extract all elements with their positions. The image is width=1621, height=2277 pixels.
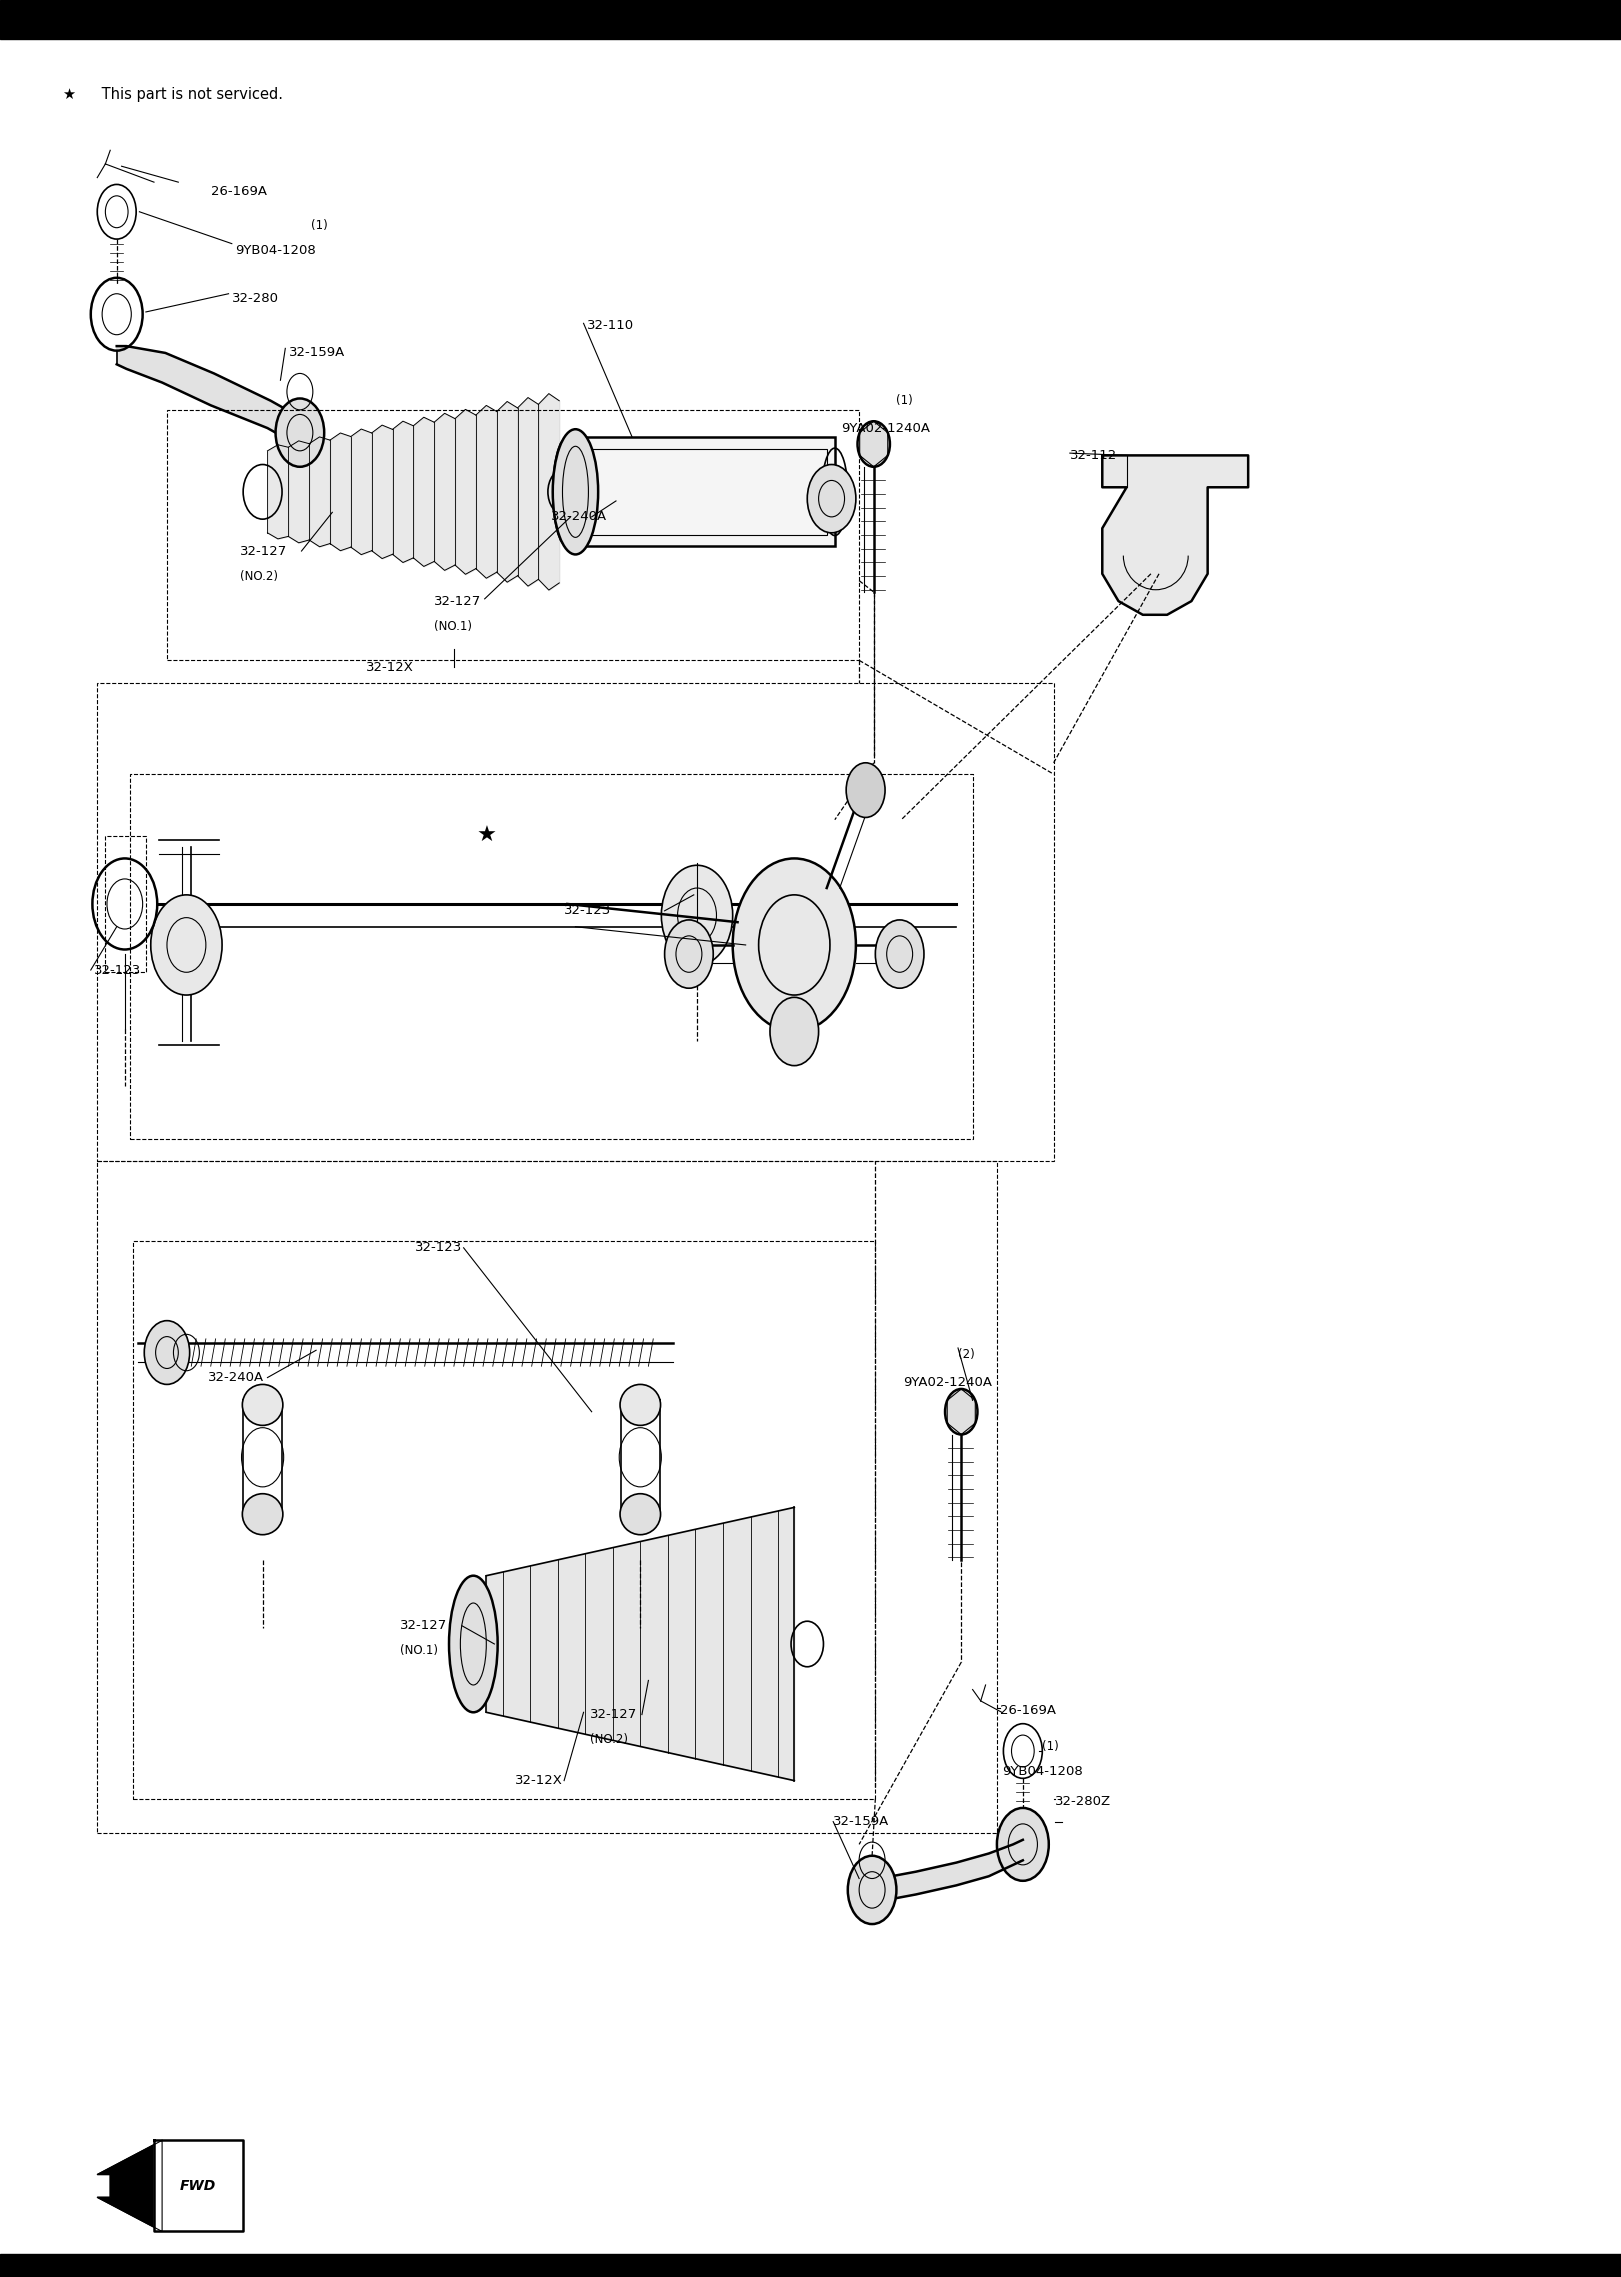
- Bar: [575, 449, 827, 535]
- Circle shape: [807, 465, 856, 533]
- Text: 32-240A: 32-240A: [551, 510, 608, 524]
- Text: 32-110: 32-110: [587, 319, 634, 332]
- Text: (NO.1): (NO.1): [400, 1644, 438, 1658]
- Ellipse shape: [619, 1384, 661, 1425]
- Text: (1): (1): [1042, 1740, 1059, 1753]
- Bar: [97, 683, 1054, 1161]
- Bar: [105, 836, 146, 972]
- Text: 32-159A: 32-159A: [289, 346, 345, 360]
- Bar: [0, 2254, 1621, 2277]
- Text: (NO.2): (NO.2): [590, 1733, 627, 1746]
- Circle shape: [848, 1856, 896, 1924]
- Ellipse shape: [449, 1576, 498, 1712]
- Text: 32-123: 32-123: [94, 963, 141, 977]
- Text: 32-12X: 32-12X: [515, 1774, 564, 1787]
- Bar: [133, 1241, 875, 1799]
- Text: 32-123: 32-123: [564, 904, 611, 918]
- Circle shape: [733, 858, 856, 1031]
- Text: (2): (2): [958, 1348, 974, 1362]
- Text: 9YB04-1208: 9YB04-1208: [1002, 1765, 1083, 1778]
- Circle shape: [997, 1808, 1049, 1881]
- Text: FWD: FWD: [180, 2179, 216, 2193]
- Circle shape: [875, 920, 924, 988]
- Circle shape: [945, 1389, 977, 1435]
- Text: ★: ★: [477, 827, 496, 845]
- Polygon shape: [875, 1840, 1023, 1901]
- Text: (1): (1): [896, 394, 913, 408]
- Text: 32-159A: 32-159A: [833, 1815, 890, 1828]
- Text: This part is not serviced.: This part is not serviced.: [97, 87, 284, 102]
- Polygon shape: [1102, 455, 1248, 615]
- Bar: [0, 0, 1621, 39]
- Circle shape: [151, 895, 222, 995]
- Text: 32-112: 32-112: [1070, 449, 1117, 462]
- Ellipse shape: [243, 1494, 282, 1535]
- Circle shape: [770, 997, 819, 1066]
- Bar: [567, 437, 835, 546]
- Circle shape: [665, 920, 713, 988]
- Text: 32-280: 32-280: [232, 291, 279, 305]
- Text: ★: ★: [62, 87, 75, 102]
- Text: (NO.2): (NO.2): [240, 569, 277, 583]
- Text: 9YB04-1208: 9YB04-1208: [235, 244, 316, 257]
- Polygon shape: [97, 2140, 162, 2231]
- Text: 26-169A: 26-169A: [211, 184, 267, 198]
- Text: 32-123: 32-123: [415, 1241, 462, 1255]
- Text: 32-127: 32-127: [590, 1708, 637, 1721]
- Polygon shape: [117, 346, 295, 444]
- Circle shape: [144, 1321, 190, 1384]
- Text: (1): (1): [311, 219, 327, 232]
- Text: 32-280Z: 32-280Z: [1055, 1794, 1112, 1808]
- Circle shape: [661, 865, 733, 965]
- Bar: [167, 410, 859, 660]
- Ellipse shape: [553, 428, 598, 553]
- Text: 9YA02-1240A: 9YA02-1240A: [841, 421, 930, 435]
- Text: 32-127: 32-127: [400, 1619, 447, 1633]
- Circle shape: [858, 421, 890, 467]
- Bar: [97, 1161, 997, 1833]
- Text: (NO.1): (NO.1): [434, 619, 472, 633]
- Text: 32-127: 32-127: [434, 594, 481, 608]
- Text: 26-169A: 26-169A: [1000, 1703, 1057, 1717]
- Text: 32-240A: 32-240A: [207, 1371, 264, 1384]
- Text: 9YA02-1240A: 9YA02-1240A: [903, 1375, 992, 1389]
- Bar: [130, 774, 973, 1138]
- Text: 32-127: 32-127: [240, 544, 287, 558]
- Ellipse shape: [619, 1494, 661, 1535]
- Ellipse shape: [553, 437, 582, 546]
- Text: 32-12X: 32-12X: [366, 660, 415, 674]
- Circle shape: [276, 398, 324, 467]
- Ellipse shape: [243, 1384, 282, 1425]
- Circle shape: [846, 763, 885, 817]
- Polygon shape: [154, 2140, 243, 2231]
